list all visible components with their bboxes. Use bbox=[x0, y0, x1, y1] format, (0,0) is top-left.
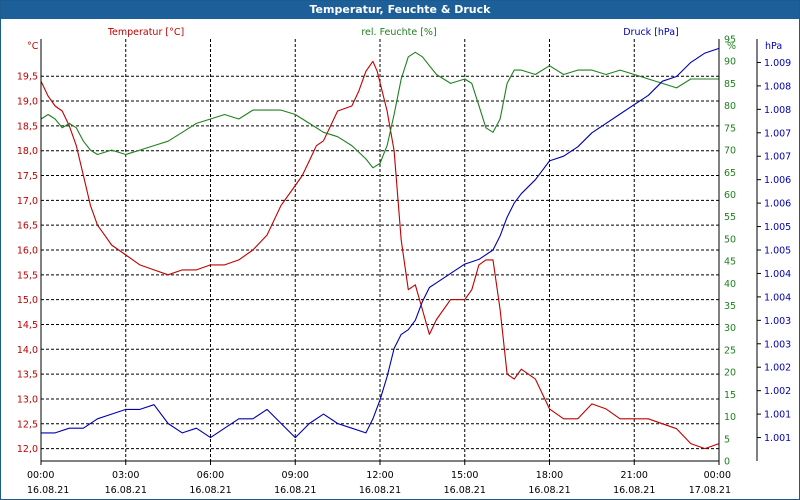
temperature-axis-title: Temperatur [°C] bbox=[107, 27, 184, 38]
humidity-tick-label: 35 bbox=[724, 301, 736, 312]
humidity-tick-label: 20 bbox=[724, 368, 736, 379]
temperature-tick-label: 12,5 bbox=[17, 419, 38, 430]
temperature-series-line bbox=[40, 60, 720, 450]
temperature-tick-label: 18,5 bbox=[17, 121, 38, 132]
temperature-tick-label: 18,0 bbox=[17, 146, 38, 157]
pressure-tick-label: 1.007 bbox=[764, 152, 791, 163]
temperature-tick-label: 19,5 bbox=[17, 72, 38, 83]
x-tick-time-label: 12:00 bbox=[366, 470, 393, 481]
humidity-tick-label: 75 bbox=[724, 123, 736, 134]
x-tick-time-label: 21:00 bbox=[621, 470, 648, 481]
pressure-tick-label: 1.007 bbox=[764, 128, 791, 139]
temperature-tick-label: 15,0 bbox=[17, 295, 38, 306]
pressure-tick-label: 1.004 bbox=[764, 269, 791, 280]
x-tick-time-label: 00:00 bbox=[27, 470, 54, 481]
humidity-tick-label: 60 bbox=[724, 190, 736, 201]
humidity-tick-label: 45 bbox=[724, 257, 736, 268]
pressure-tick-label: 1.006 bbox=[764, 175, 791, 186]
x-tick-time-label: 03:00 bbox=[112, 470, 139, 481]
pressure-tick-label: 1.008 bbox=[764, 105, 791, 116]
humidity-tick-label: 70 bbox=[724, 146, 736, 157]
temperature-tick-label: 16,5 bbox=[17, 221, 38, 232]
pressure-tick-label: 1.002 bbox=[764, 363, 791, 374]
humidity-tick-label: 5 bbox=[724, 434, 730, 445]
temperature-tick-label: 14,0 bbox=[17, 345, 38, 356]
x-tick-time-label: 00:00 bbox=[704, 470, 731, 481]
humidity-tick-label: 55 bbox=[724, 212, 736, 223]
series-lines bbox=[40, 47, 720, 450]
x-tick-date-label: 16.08.21 bbox=[613, 485, 655, 496]
pressure-tick-label: 1.004 bbox=[764, 292, 791, 303]
humidity-axis-title: rel. Feuchte [%] bbox=[361, 27, 436, 38]
grid-lines bbox=[41, 39, 719, 461]
x-tick-date-label: 16.08.21 bbox=[444, 485, 486, 496]
pressure-tick-label: 1.005 bbox=[764, 222, 791, 233]
temperature-tick-label: 16,0 bbox=[17, 246, 38, 257]
humidity-tick-label: 80 bbox=[724, 101, 736, 112]
x-tick-time-label: 06:00 bbox=[197, 470, 224, 481]
humidity-tick-label: 15 bbox=[724, 390, 736, 401]
humidity-tick-label: 40 bbox=[724, 279, 736, 290]
temperature-tick-label: 12,0 bbox=[17, 444, 38, 455]
x-tick-time-label: 18:00 bbox=[536, 470, 563, 481]
temperature-tick-label: 17,0 bbox=[17, 196, 38, 207]
pressure-axis-title: Druck [hPa] bbox=[623, 27, 679, 38]
x-tick-date-label: 16.08.21 bbox=[189, 485, 231, 496]
x-tick-time-label: 09:00 bbox=[282, 470, 309, 481]
x-tick-date-label: 17.08.21 bbox=[689, 485, 731, 496]
pressure-series-line bbox=[41, 47, 720, 439]
x-tick-time-label: 15:00 bbox=[451, 470, 478, 481]
humidity-tick-label: 0 bbox=[724, 457, 730, 468]
humidity-series-line bbox=[40, 51, 719, 169]
humidity-unit-label: % bbox=[727, 41, 736, 52]
humidity-tick-label: 65 bbox=[724, 168, 736, 179]
x-tick-date-label: 16.08.21 bbox=[105, 485, 147, 496]
humidity-tick-label: 90 bbox=[724, 57, 736, 68]
x-tick-date-label: 16.08.21 bbox=[27, 485, 69, 496]
temperature-tick-label: 13,0 bbox=[17, 394, 38, 405]
humidity-tick-label: 10 bbox=[724, 412, 736, 423]
x-tick-date-label: 16.08.21 bbox=[359, 485, 401, 496]
pressure-tick-label: 1.009 bbox=[764, 58, 791, 69]
x-tick-date-label: 16.08.21 bbox=[274, 485, 316, 496]
pressure-tick-label: 1.003 bbox=[764, 316, 791, 327]
pressure-tick-label: 1.003 bbox=[764, 339, 791, 350]
pressure-tick-label: 1.001 bbox=[764, 433, 791, 444]
temperature-unit-label: °C bbox=[27, 41, 39, 52]
temperature-tick-label: 13,5 bbox=[17, 370, 38, 381]
pressure-tick-label: 1.005 bbox=[764, 246, 791, 257]
temperature-tick-label: 19,0 bbox=[17, 97, 38, 108]
x-tick-date-label: 16.08.21 bbox=[528, 485, 570, 496]
temperature-tick-label: 14,5 bbox=[17, 320, 38, 331]
humidity-tick-label: 50 bbox=[724, 234, 736, 245]
pressure-tick-label: 1.001 bbox=[764, 410, 791, 421]
humidity-tick-label: 95 bbox=[724, 35, 736, 46]
humidity-tick-label: 25 bbox=[724, 345, 736, 356]
axes: 00:00 16.08.21 03:00 16.08.21 06:00 16.08.21 0… bbox=[17, 35, 791, 497]
window-title: Temperatur, Feuchte & Druck bbox=[1, 1, 799, 19]
humidity-tick-label: 30 bbox=[724, 323, 736, 334]
pressure-tick-label: 1.006 bbox=[764, 199, 791, 210]
humidity-tick-label: 85 bbox=[724, 79, 736, 90]
pressure-tick-label: 1.008 bbox=[764, 81, 791, 92]
pressure-tick-label: 1.002 bbox=[764, 386, 791, 397]
pressure-unit-label: hPa bbox=[765, 41, 782, 52]
temperature-tick-label: 17,5 bbox=[17, 171, 38, 182]
temperature-tick-label: 15,5 bbox=[17, 270, 38, 281]
